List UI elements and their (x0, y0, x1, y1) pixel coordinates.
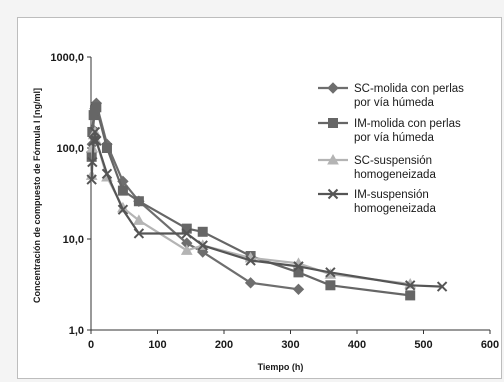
square-marker (181, 223, 192, 234)
x-marker-stroke (86, 174, 97, 185)
square-marker (325, 280, 336, 291)
x-tick-label: 600 (481, 339, 499, 351)
x-tick-label: 400 (348, 339, 366, 351)
square-marker (328, 118, 338, 128)
legend-item: SC-molida con perlas por vía húmeda (318, 82, 464, 109)
x-tick-label: 0 (88, 339, 94, 351)
chart-frame (17, 17, 502, 379)
diamond-marker (292, 283, 305, 296)
x-marker (293, 261, 304, 272)
legend-item: SC-suspensión homogeneizada (318, 153, 436, 181)
y-tick-label: 1000,0 (50, 52, 84, 64)
x-axis-title: Tiempo (h) (258, 362, 304, 372)
square-marker (293, 267, 304, 278)
x-marker (91, 135, 102, 147)
x-tick-label: 200 (215, 339, 233, 351)
x-tick-label: 100 (148, 339, 166, 351)
y-tick-label: 10,0 (63, 234, 84, 246)
legend-label: por vía húmeda (354, 97, 435, 109)
legend-label: por vía húmeda (354, 132, 435, 144)
x-marker (88, 135, 99, 147)
x-marker (133, 228, 145, 239)
x-marker (86, 174, 97, 185)
x-marker-stroke (88, 135, 99, 147)
triangle-marker (133, 214, 145, 225)
square-marker (91, 102, 102, 113)
legend-label: homogeneizada (354, 203, 436, 215)
x-marker-stroke (87, 156, 98, 168)
y-tick-label: 100,0 (56, 143, 84, 155)
x-marker-stroke (404, 280, 416, 291)
x-marker-stroke (436, 281, 448, 292)
x-marker-stroke (89, 126, 101, 138)
x-marker (325, 267, 336, 278)
x-marker (181, 228, 192, 239)
x-marker-stroke (181, 228, 192, 239)
y-axis-title: Concentración de compuesto de Fórmula I … (32, 88, 42, 303)
series-x (86, 126, 448, 292)
x-marker-stroke (117, 204, 129, 215)
square-marker (197, 226, 208, 237)
square-marker (405, 290, 416, 301)
triangle-marker (327, 153, 339, 165)
x-tick-label: 500 (414, 339, 432, 351)
x-marker (89, 126, 101, 138)
square-marker (133, 196, 144, 207)
legend-label: homogeneizada (354, 169, 436, 181)
x-marker-stroke (91, 135, 102, 147)
series-layer (85, 97, 448, 301)
diamond-marker (327, 82, 339, 94)
x-marker-stroke (245, 255, 256, 266)
x-marker-stroke (197, 240, 208, 251)
square-marker (101, 143, 112, 153)
legend-label: IM-molida con perlas (354, 118, 461, 130)
legend-label: IM-suspensión (354, 189, 429, 201)
square-marker (117, 185, 128, 196)
x-marker-stroke (101, 168, 113, 180)
x-marker-stroke (327, 188, 339, 200)
legend-item: IM-suspensión homogeneizada (318, 188, 436, 215)
diamond-marker (244, 277, 257, 289)
x-marker (117, 204, 129, 215)
x-tick-label: 300 (281, 339, 299, 351)
x-marker-stroke (325, 267, 336, 278)
x-marker (404, 280, 416, 291)
x-marker (327, 188, 339, 200)
series-diamond (85, 97, 305, 296)
legend-label: SC-molida con perlas (354, 83, 464, 95)
x-marker (101, 168, 113, 180)
x-marker (436, 281, 448, 292)
y-tick-label: 1,0 (69, 325, 84, 337)
x-marker-stroke (293, 261, 304, 272)
axes (87, 56, 491, 334)
triangle-marker (180, 244, 193, 255)
tick-labels: 1,0 10,0 100,0 1000,0 0 100 200 300 400 500 600 (50, 52, 499, 351)
x-marker (197, 240, 208, 251)
legend-item: IM-molida con perlas por vía húmeda (318, 118, 461, 144)
x-marker-stroke (133, 228, 145, 239)
x-marker (87, 156, 98, 168)
x-marker (245, 255, 256, 266)
legend-label: SC-suspensión (354, 155, 432, 167)
